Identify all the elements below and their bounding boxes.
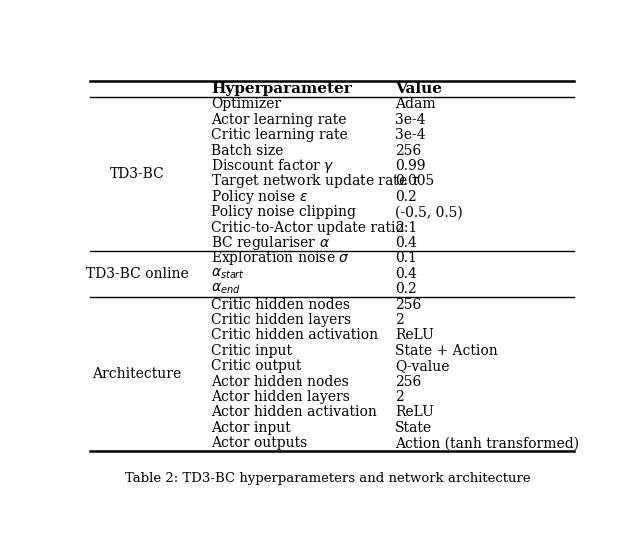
Text: ReLU: ReLU: [395, 406, 434, 419]
Text: Policy noise $\epsilon$: Policy noise $\epsilon$: [211, 188, 308, 206]
Text: Table 2: TD3-BC hyperparameters and network architecture: Table 2: TD3-BC hyperparameters and netw…: [125, 472, 531, 485]
Text: 0.4: 0.4: [395, 267, 417, 281]
Text: Critic hidden nodes: Critic hidden nodes: [211, 298, 351, 312]
Text: Optimizer: Optimizer: [211, 98, 282, 111]
Text: Architecture: Architecture: [92, 367, 182, 381]
Text: Target network update rate $\tau$: Target network update rate $\tau$: [211, 172, 422, 191]
Text: State + Action: State + Action: [395, 344, 498, 358]
Text: 256: 256: [395, 144, 421, 158]
Text: Critic output: Critic output: [211, 359, 302, 373]
Text: 256: 256: [395, 375, 421, 388]
Text: Adam: Adam: [395, 98, 436, 111]
Text: $\alpha_{start}$: $\alpha_{start}$: [211, 267, 246, 281]
Text: Critic learning rate: Critic learning rate: [211, 128, 348, 142]
Text: Action (tanh transformed): Action (tanh transformed): [395, 436, 579, 450]
Text: 0.005: 0.005: [395, 174, 434, 188]
Text: 0.2: 0.2: [395, 282, 417, 296]
Text: Critic input: Critic input: [211, 344, 292, 358]
Text: TD3-BC: TD3-BC: [109, 167, 164, 181]
Text: BC regulariser $\alpha$: BC regulariser $\alpha$: [211, 234, 330, 252]
Text: 0.99: 0.99: [395, 159, 426, 173]
Text: Policy noise clipping: Policy noise clipping: [211, 205, 356, 219]
Text: Critic hidden layers: Critic hidden layers: [211, 313, 351, 327]
Text: ReLU: ReLU: [395, 328, 434, 342]
Text: 2: 2: [395, 390, 404, 404]
Text: Critic hidden activation: Critic hidden activation: [211, 328, 379, 342]
Text: 256: 256: [395, 298, 421, 312]
Text: Q-value: Q-value: [395, 359, 449, 373]
Text: 3e-4: 3e-4: [395, 128, 426, 142]
Text: Value: Value: [395, 83, 442, 96]
Text: Actor hidden layers: Actor hidden layers: [211, 390, 350, 404]
Text: 2: 2: [395, 313, 404, 327]
Text: Hyperparameter: Hyperparameter: [211, 83, 352, 96]
Text: Actor outputs: Actor outputs: [211, 436, 308, 450]
Text: Batch size: Batch size: [211, 144, 284, 158]
Text: State: State: [395, 421, 432, 435]
Text: (-0.5, 0.5): (-0.5, 0.5): [395, 205, 463, 219]
Text: 0.2: 0.2: [395, 190, 417, 204]
Text: Actor input: Actor input: [211, 421, 291, 435]
Text: Actor learning rate: Actor learning rate: [211, 113, 347, 127]
Text: Critic-to-Actor update ratio: Critic-to-Actor update ratio: [211, 220, 404, 235]
Text: $\alpha_{end}$: $\alpha_{end}$: [211, 282, 241, 296]
Text: Discount factor $\gamma$: Discount factor $\gamma$: [211, 157, 335, 175]
Text: 0.1: 0.1: [395, 251, 417, 266]
Text: TD3-BC online: TD3-BC online: [86, 267, 188, 281]
Text: 3e-4: 3e-4: [395, 113, 426, 127]
Text: Actor hidden nodes: Actor hidden nodes: [211, 375, 349, 388]
Text: Actor hidden activation: Actor hidden activation: [211, 406, 378, 419]
Text: 2:1: 2:1: [395, 220, 417, 235]
Text: Exploration noise $\sigma$: Exploration noise $\sigma$: [211, 250, 350, 267]
Text: 0.4: 0.4: [395, 236, 417, 250]
